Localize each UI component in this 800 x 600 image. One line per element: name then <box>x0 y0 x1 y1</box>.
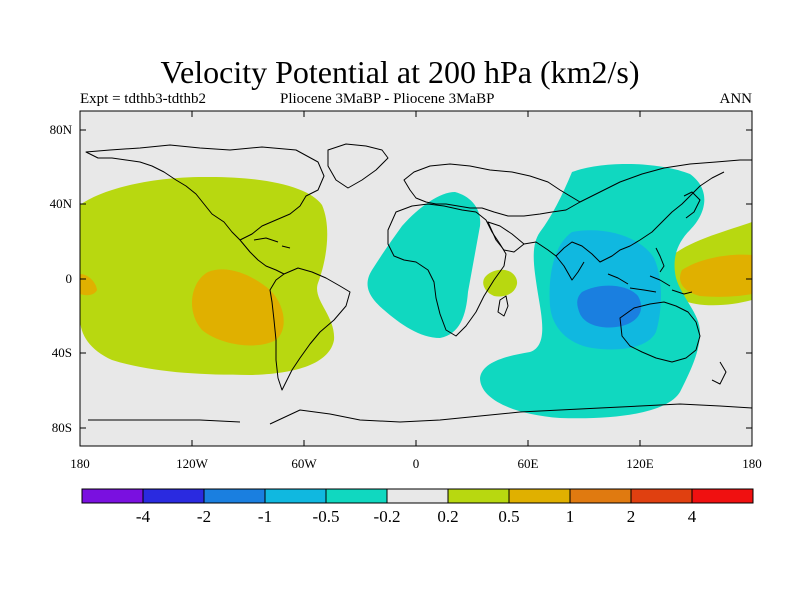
coastlines <box>85 143 753 425</box>
coastline-new-zealand <box>711 361 727 385</box>
coastline-greenland <box>327 143 389 189</box>
coastline-madagascar <box>497 295 509 317</box>
lon-label: 60W <box>291 456 317 471</box>
colorbar-label: -1 <box>257 507 273 526</box>
coastline-south-america <box>269 267 351 391</box>
colorbar-swatch <box>264 488 327 504</box>
strong-positive-core-east-pacific <box>191 269 284 346</box>
colorbar-label: -0.5 <box>312 507 340 526</box>
coastline-japan <box>683 191 701 219</box>
lat-label: 40S <box>51 345 72 360</box>
colorbar-label: 4 <box>687 507 697 526</box>
colorbar-label: -2 <box>196 507 212 526</box>
coastline-australia <box>619 301 701 363</box>
colorbar-swatch <box>386 488 449 504</box>
lat-label: 40N <box>49 196 72 211</box>
colorbar-swatch <box>630 488 693 504</box>
coastline-indonesia <box>607 273 693 295</box>
lon-label: 60E <box>517 456 539 471</box>
coastline-arabia <box>487 221 525 253</box>
coastline-philippines <box>655 247 665 273</box>
lon-label: 120W <box>176 456 208 471</box>
case-label: Pliocene 3MaBP - Pliocene 3MaBP <box>280 91 495 107</box>
strong-negative-core <box>577 285 642 328</box>
lon-ticks <box>79 111 753 446</box>
colorbar-swatch <box>325 488 388 504</box>
coastline-africa <box>387 203 507 337</box>
coastline-europe <box>403 163 581 217</box>
lon-label: 180 <box>742 456 762 471</box>
lat-label: 0 <box>65 271 73 286</box>
strong-positive-core-west-pacific <box>680 254 752 297</box>
lat-label: 80N <box>49 122 72 137</box>
colorbar-label: 1 <box>565 507 575 526</box>
colorbar-swatch <box>569 488 632 504</box>
colorbar-label: -4 <box>135 507 151 526</box>
season-label: ANN <box>719 91 753 107</box>
colorbar <box>81 488 754 504</box>
experiment-label: Expt = tdthb3-tdthb2 <box>80 91 206 107</box>
lon-label: 0 <box>412 456 420 471</box>
colorbar-label: -0.2 <box>373 507 401 526</box>
lat-label: 80S <box>51 420 72 435</box>
positive-blob-madagascar <box>483 269 518 297</box>
lon-label: 120E <box>626 456 654 471</box>
coastline-india <box>555 255 585 281</box>
colorbar-swatch <box>447 488 510 504</box>
lat-ticks <box>80 129 752 429</box>
colorbar-swatch <box>81 488 144 504</box>
coastline-north-america <box>85 144 325 241</box>
colorbar-label: 2 <box>626 507 636 526</box>
lon-label: 180 <box>70 456 90 471</box>
colorbar-swatch <box>691 488 754 504</box>
colorbar-swatch <box>508 488 571 504</box>
coastline-asia <box>523 159 752 263</box>
coastline-caribbean <box>253 237 291 249</box>
coastline-antarctica <box>88 403 753 425</box>
colorbar-swatch <box>203 488 266 504</box>
coastline-central-america <box>239 239 285 275</box>
colorbar-swatch <box>142 488 205 504</box>
colorbar-label: 0.2 <box>437 507 459 526</box>
negative-region-africa <box>367 192 481 338</box>
page-title: Velocity Potential at 200 hPa (km2/s) <box>160 54 640 90</box>
colorbar-label: 0.5 <box>498 507 520 526</box>
